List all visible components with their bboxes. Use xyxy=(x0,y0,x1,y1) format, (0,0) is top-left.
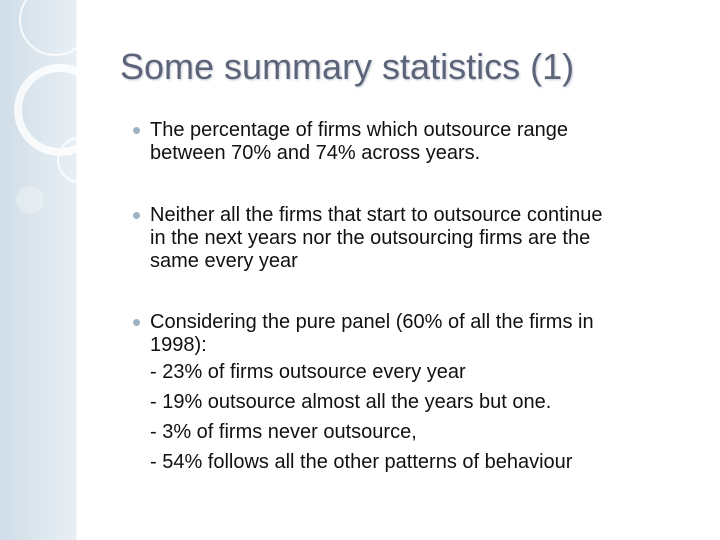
bullet-line: Considering the pure panel (60% of all t… xyxy=(150,311,594,333)
bullet: The percentage of firms which outsource … xyxy=(133,119,568,165)
bullet-line: same every year xyxy=(150,250,298,272)
bullet-line: - 23% of firms outsource every year xyxy=(150,361,466,383)
bullet-line: between 70% and 74% across years. xyxy=(150,142,481,164)
bullet-line: 1998): xyxy=(150,334,207,356)
bullet-line: Neither all the firms that start to outs… xyxy=(150,204,603,226)
bullet-line: The percentage of firms which outsource … xyxy=(150,119,568,141)
slide-title: Some summary statistics (1) xyxy=(120,46,575,87)
bullet-line: - 3% of firms never outsource, xyxy=(150,421,417,443)
bullet-line: - 54% follows all the other patterns of … xyxy=(150,451,573,473)
bullet: Neither all the firms that start to outs… xyxy=(132,204,603,273)
bullet-line: - 19% outsource almost all the years but… xyxy=(150,391,552,413)
bullet: Considering the pure panel (60% of all t… xyxy=(133,311,594,477)
bullet-line: in the next years nor the outsourcing fi… xyxy=(150,227,591,249)
